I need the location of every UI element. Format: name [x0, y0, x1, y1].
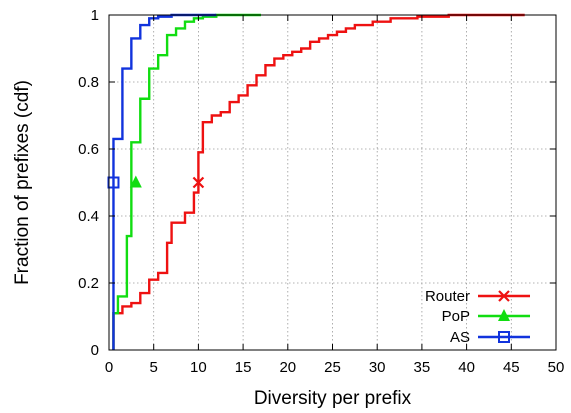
x-axis-title: Diversity per prefix — [254, 388, 412, 409]
x-tick-label: 45 — [503, 359, 520, 376]
legend-label-as: AS — [450, 329, 470, 346]
y-tick-label: 1 — [91, 7, 99, 24]
y-tick-label: 0.4 — [78, 208, 99, 225]
y-tick-label: 0.2 — [78, 275, 99, 292]
legend-label-pop: PoP — [442, 308, 470, 325]
series-line-as — [112, 13, 217, 350]
legend-marker-pop — [498, 309, 510, 321]
legend-marker-router — [498, 290, 510, 302]
y-tick-label: 0.8 — [78, 74, 99, 91]
ticks: 0 5 10 15 20 25 30 35 40 45 50 0 0.2 0.4 0.6 0.8 1 — [78, 7, 564, 376]
x-tick-label: 20 — [279, 359, 296, 376]
grid — [109, 15, 556, 350]
x-tick-label: 25 — [324, 359, 341, 376]
legend: Router PoP AS — [425, 288, 530, 346]
x-tick-label: 30 — [369, 359, 386, 376]
legend-label-router: Router — [425, 288, 470, 305]
series-line-pop — [112, 13, 261, 350]
series-marker-router — [192, 176, 205, 189]
series-marker-pop — [129, 175, 142, 188]
series-marker-as — [107, 176, 120, 189]
x-tick-label: 35 — [414, 359, 431, 376]
series-line-router — [112, 13, 525, 350]
x-tick-label: 5 — [150, 359, 158, 376]
legend-marker-as — [498, 331, 510, 343]
x-tick-label: 50 — [548, 359, 565, 376]
y-axis-title: Fraction of prefixes (cdf) — [12, 80, 33, 285]
x-tick-label: 0 — [105, 359, 113, 376]
series-layer — [107, 13, 525, 350]
x-tick-label: 10 — [190, 359, 207, 376]
x-tick-label: 40 — [458, 359, 475, 376]
x-tick-label: 15 — [235, 359, 252, 376]
y-tick-label: 0.6 — [78, 141, 99, 158]
y-tick-label: 0 — [91, 342, 99, 359]
